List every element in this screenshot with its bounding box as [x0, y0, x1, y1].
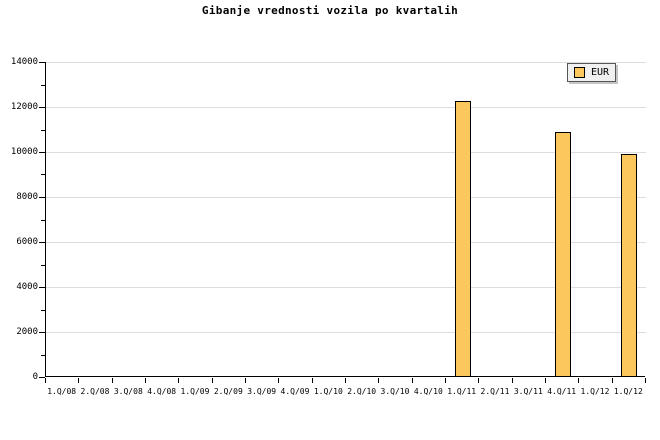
x-axis-tick: [312, 378, 313, 383]
x-axis-tick-label: 4.Q/10: [413, 387, 443, 396]
x-axis-tick-label: 2.Q/08: [80, 387, 110, 396]
x-axis-tick: [512, 378, 513, 383]
y-axis-tick-label: 12000: [10, 102, 38, 112]
x-axis-tick: [78, 378, 79, 383]
x-axis-tick: [378, 378, 379, 383]
y-axis-tick-major: [39, 197, 45, 198]
x-axis-tick: [45, 378, 46, 383]
x-axis-tick-label: 1.Q/12: [580, 387, 610, 396]
y-axis-tick-minor: [41, 355, 45, 356]
bar[interactable]: [621, 154, 637, 377]
x-axis-tick-label: 1.Q/09: [180, 387, 210, 396]
y-axis-tick-major: [39, 287, 45, 288]
y-axis-tick-major: [39, 377, 45, 378]
y-axis-tick-minor: [41, 220, 45, 221]
x-axis-tick-label: 3.Q/09: [247, 387, 277, 396]
x-axis-tick: [545, 378, 546, 383]
y-axis-tick-label: 4000: [16, 282, 38, 292]
y-axis-tick-label: 8000: [16, 192, 38, 202]
x-axis-tick: [245, 378, 246, 383]
x-axis-tick-label: 4.Q/08: [147, 387, 177, 396]
bar[interactable]: [555, 132, 571, 377]
y-axis-tick-label: 6000: [16, 237, 38, 247]
y-axis-tick-minor: [41, 85, 45, 86]
x-axis-tick: [178, 378, 179, 383]
x-axis-tick-label: 4.Q/11: [547, 387, 577, 396]
x-axis-tick-label: 1.Q/10: [313, 387, 343, 396]
y-axis-tick-label: 14000: [10, 57, 38, 67]
x-axis-tick: [145, 378, 146, 383]
x-axis-tick: [578, 378, 579, 383]
bar[interactable]: [455, 101, 471, 377]
y-axis-tick-label: 2000: [16, 327, 38, 337]
chart-title: Gibanje vrednosti vozila po kvartalih: [201, 4, 459, 17]
y-axis-tick-major: [39, 332, 45, 333]
x-axis-tick-label: 2.Q/11: [480, 387, 510, 396]
legend-swatch-eur: [574, 67, 585, 78]
x-axis-tick-label: 3.Q/08: [113, 387, 143, 396]
x-axis-tick-label: 3.Q/10: [380, 387, 410, 396]
gridline: [46, 152, 646, 153]
x-axis-tick: [212, 378, 213, 383]
x-axis-tick-label: 1.Q/12: [613, 387, 643, 396]
x-axis-tick-label: 2.Q/10: [347, 387, 377, 396]
y-axis-tick-label: 0: [32, 372, 38, 382]
x-axis-tick-label: 4.Q/09: [280, 387, 310, 396]
gridline: [46, 197, 646, 198]
y-axis-tick-major: [39, 107, 45, 108]
x-axis-tick: [112, 378, 113, 383]
plot-area: [45, 62, 646, 377]
x-axis-tick-label: 3.Q/11: [513, 387, 543, 396]
chart-legend[interactable]: EUR: [567, 63, 617, 82]
y-axis-tick-major: [39, 62, 45, 63]
x-axis-tick: [278, 378, 279, 383]
y-axis-tick-minor: [41, 265, 45, 266]
gridline: [46, 242, 646, 243]
y-axis-tick-minor: [41, 310, 45, 311]
y-axis-tick-major: [39, 242, 45, 243]
x-axis-tick-label: 2.Q/09: [213, 387, 243, 396]
x-axis-tick: [478, 378, 479, 383]
y-axis-tick-minor: [41, 130, 45, 131]
gridline: [46, 107, 646, 108]
x-axis-tick: [345, 378, 346, 383]
gridline: [46, 62, 646, 63]
x-axis-tick: [412, 378, 413, 383]
y-axis-labels: 0 2000 4000 6000 8000 10000 12000 14000: [0, 0, 38, 440]
x-axis-tick: [645, 378, 646, 383]
gridline: [46, 287, 646, 288]
y-axis-tick-minor: [41, 174, 45, 175]
gridline: [46, 332, 646, 333]
y-axis-tick-major: [39, 152, 45, 153]
x-axis-tick: [445, 378, 446, 383]
legend-label-eur: EUR: [591, 67, 610, 78]
y-axis-tick-label: 10000: [10, 147, 38, 157]
x-axis-tick: [612, 378, 613, 383]
x-axis-tick-label: 1.Q/08: [47, 387, 77, 396]
x-axis-tick-label: 1.Q/11: [447, 387, 477, 396]
